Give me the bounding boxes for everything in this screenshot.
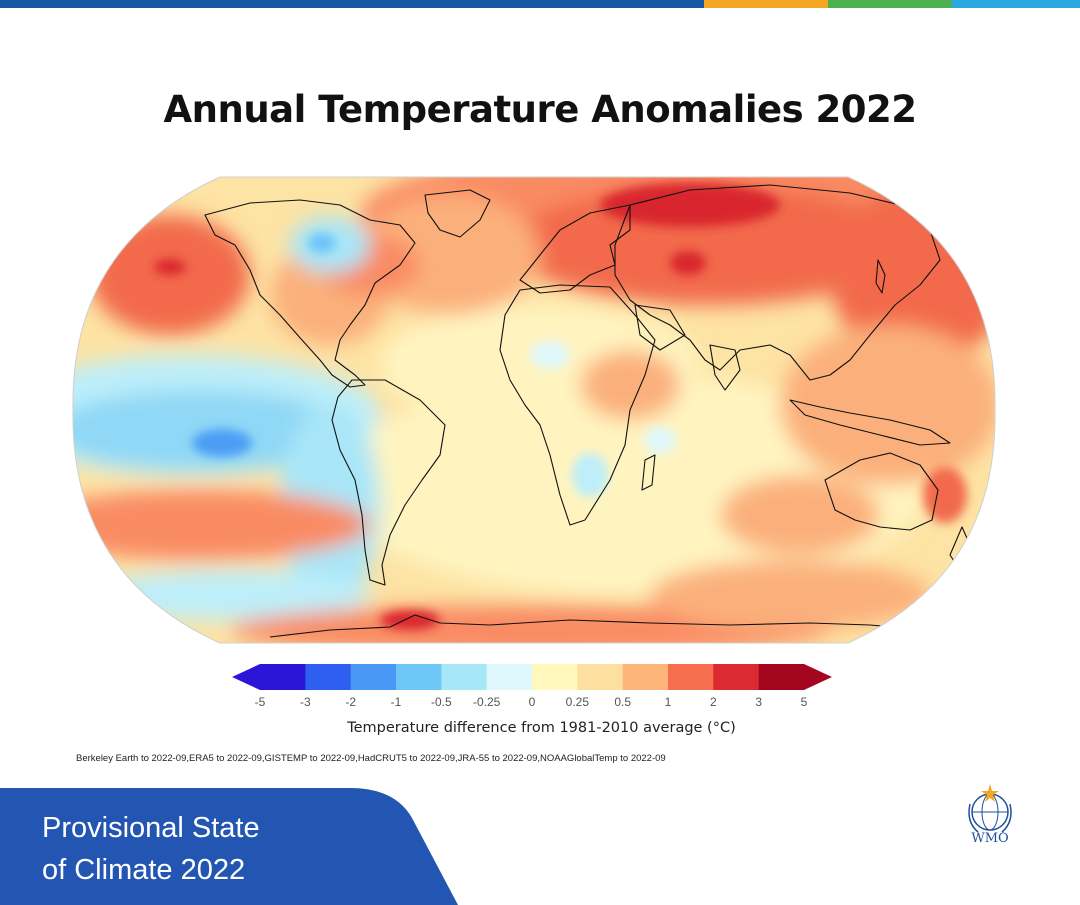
outline-madagascar	[641, 454, 656, 491]
colorbar-segment	[713, 664, 760, 690]
colorbar-arrow-left	[232, 664, 260, 690]
colorbar-tick-label: -0.5	[430, 695, 452, 709]
colorbar-segment	[622, 664, 669, 690]
colorbar-segment	[668, 664, 714, 690]
colorbar-segment	[441, 664, 488, 690]
colorbar-segment	[758, 664, 805, 690]
accent-bar-blue	[0, 0, 704, 8]
anomaly-map-svg	[72, 176, 996, 644]
colorbar-segment	[486, 664, 533, 690]
outline-europe	[519, 204, 631, 294]
colorbar-segment	[532, 664, 578, 690]
accent-bar-cyan	[952, 0, 1080, 8]
wmo-logo-text: WMO	[971, 831, 1009, 846]
data-sources: Berkeley Earth to 2022-09,ERA5 to 2022-0…	[76, 753, 666, 764]
colorbar-tick-label: -0.25	[472, 695, 501, 709]
colorbar-tick-label: 2	[709, 695, 717, 709]
anomaly-map	[70, 175, 998, 645]
colorbar-arrow-right	[804, 664, 832, 690]
colorbar-tick-label: -2	[345, 695, 356, 709]
wmo-logo-icon	[968, 784, 1012, 833]
accent-bar-orange	[704, 0, 828, 8]
outline-south-america	[331, 379, 446, 586]
outline-japan	[875, 259, 886, 294]
anomaly-extremes	[154, 183, 967, 630]
colorbar-tick-label: 1	[664, 695, 672, 709]
footer-banner	[0, 788, 458, 905]
colorbar-tick-label: 3	[755, 695, 762, 709]
colorbar-segment	[260, 664, 306, 690]
colorbar-caption: Temperature difference from 1981-2010 av…	[347, 720, 736, 736]
outline-india	[709, 344, 741, 391]
colorbar-tick-label: 5	[800, 695, 808, 709]
colorbar-tick-label: 0.5	[614, 695, 631, 709]
map-frame	[72, 176, 996, 644]
outline-greenland	[424, 189, 491, 238]
colorbar-segment	[396, 664, 442, 690]
page-title: Annual Temperature Anomalies 2022	[163, 88, 917, 131]
colorbar-tick-label: -1	[390, 695, 402, 709]
colorbar-tick-label: 0.25	[565, 695, 590, 709]
outline-africa	[499, 284, 656, 526]
colorbar	[232, 664, 832, 690]
colorbar-segment	[350, 664, 397, 690]
outline-antarctica	[269, 614, 996, 638]
colorbar-segment	[577, 664, 624, 690]
colorbar-tick-label: -3	[299, 695, 311, 709]
anomaly-field	[72, 177, 996, 643]
outline-australia	[824, 452, 939, 531]
accent-bar-green	[828, 0, 952, 8]
top-accent-bar	[0, 0, 1080, 8]
outline-north-america	[204, 199, 416, 388]
colorbar-tick-label: -5	[254, 695, 266, 709]
colorbar-tick-label: 0	[528, 695, 536, 709]
outline-indonesia	[789, 399, 951, 446]
footer-line-1: Provisional State	[42, 812, 260, 844]
outline-arabia	[634, 304, 686, 351]
colorbar-segment	[305, 664, 352, 690]
footer-line-2: of Climate 2022	[42, 854, 246, 886]
